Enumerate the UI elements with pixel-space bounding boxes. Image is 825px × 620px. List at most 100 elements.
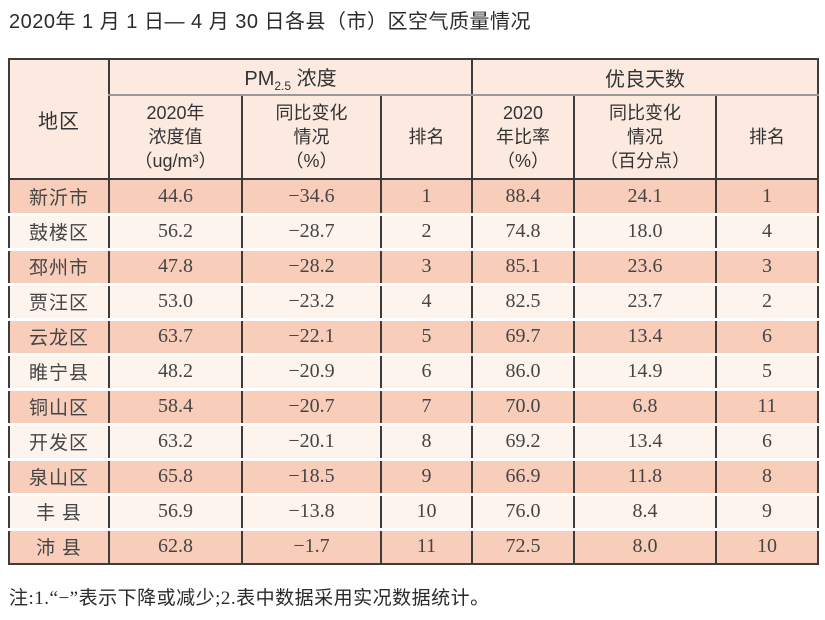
pm-rank-cell: 9 xyxy=(379,457,473,494)
header-good-days-group: 优良天数 xyxy=(471,59,819,96)
pm-value-cell: 56.9 xyxy=(108,492,242,529)
pm-change-cell: −20.7 xyxy=(241,387,381,424)
table-body: 新沂市 44.6 −34.6 1 88.4 24.1 1 鼓楼区 56.2 −28.7 2 74.8 1… xyxy=(9,179,819,564)
pm-change-cell: −20.1 xyxy=(241,422,381,459)
good-rate-cell: 69.7 xyxy=(471,317,575,354)
page: 2020年 1 月 1 日— 4 月 30 日各县（市）区空气质量情况 地区 P… xyxy=(0,9,825,620)
pm-rank-cell: 11 xyxy=(379,527,473,564)
header-group-row: 地区 PM2.5 浓度 优良天数 xyxy=(9,59,819,180)
pm-value-cell: 56.2 xyxy=(108,212,242,249)
table-row: 铜山区 58.4 −20.7 7 70.0 6.8 11 xyxy=(9,387,819,424)
header-region: 地区 xyxy=(9,59,109,180)
pm-value-cell: 63.2 xyxy=(108,422,242,459)
pm-rank-cell: 2 xyxy=(379,212,473,249)
good-rank-cell: 4 xyxy=(715,212,819,249)
header-good-change: 同比变化 情况 （百分点） xyxy=(573,95,717,180)
pm-change-cell: −1.7 xyxy=(241,527,381,564)
region-cell: 新沂市 xyxy=(9,179,109,214)
pm-value-cell: 48.2 xyxy=(108,352,242,389)
pm-rank-cell: 6 xyxy=(379,352,473,389)
footnote: 注:1.“−”表示下降或减少;2.表中数据采用实况数据统计。 xyxy=(9,588,490,609)
good-rate-cell: 66.9 xyxy=(471,457,575,494)
region-cell: 邳州市 xyxy=(9,247,109,284)
table-header: 地区 PM2.5 浓度 优良天数 2020年 浓度值 （ug/m³） 同比变化 … xyxy=(9,59,819,180)
pm-rank-cell: 8 xyxy=(379,422,473,459)
pm-rank-cell: 7 xyxy=(379,387,473,424)
region-cell: 贾汪区 xyxy=(9,282,109,319)
good-rate-cell: 70.0 xyxy=(471,387,575,424)
header-good-rate: 2020 年比率 （%） xyxy=(471,95,575,180)
good-rank-cell: 5 xyxy=(715,352,819,389)
good-rank-cell: 6 xyxy=(715,317,819,354)
pm-change-cell: −28.7 xyxy=(241,212,381,249)
good-change-cell: 13.4 xyxy=(573,422,717,459)
good-rate-cell: 86.0 xyxy=(471,352,575,389)
header-pm-value: 2020年 浓度值 （ug/m³） xyxy=(108,95,242,180)
pm-change-cell: −23.2 xyxy=(241,282,381,319)
region-cell: 睢宁县 xyxy=(9,352,109,389)
pm-label-prefix: PM xyxy=(244,67,275,90)
air-quality-table: 地区 PM2.5 浓度 优良天数 2020年 浓度值 （ug/m³） 同比变化 … xyxy=(8,58,820,565)
header-good-rank: 排名 xyxy=(715,95,819,180)
region-cell: 丰 县 xyxy=(9,492,109,529)
good-change-cell: 8.4 xyxy=(573,492,717,529)
good-change-cell: 6.8 xyxy=(573,387,717,424)
good-change-cell: 23.7 xyxy=(573,282,717,319)
pm-label-subscript: 2.5 xyxy=(274,78,292,93)
table-row: 丰 县 56.9 −13.8 10 76.0 8.4 9 xyxy=(9,492,819,529)
good-change-cell: 13.4 xyxy=(573,317,717,354)
page-title: 2020年 1 月 1 日— 4 月 30 日各县（市）区空气质量情况 xyxy=(9,11,532,33)
table-row: 鼓楼区 56.2 −28.7 2 74.8 18.0 4 xyxy=(9,212,819,249)
good-change-cell: 11.8 xyxy=(573,457,717,494)
pm-rank-cell: 5 xyxy=(379,317,473,354)
pm-value-cell: 65.8 xyxy=(108,457,242,494)
good-change-cell: 14.9 xyxy=(573,352,717,389)
pm-label-suffix: 浓度 xyxy=(291,67,337,90)
good-change-cell: 18.0 xyxy=(573,212,717,249)
good-rank-cell: 2 xyxy=(715,282,819,319)
region-cell: 鼓楼区 xyxy=(9,212,109,249)
table-row: 泉山区 65.8 −18.5 9 66.9 11.8 8 xyxy=(9,457,819,494)
table-row: 新沂市 44.6 −34.6 1 88.4 24.1 1 xyxy=(9,179,819,214)
region-cell: 沛 县 xyxy=(9,527,109,564)
good-rate-cell: 69.2 xyxy=(471,422,575,459)
region-cell: 泉山区 xyxy=(9,457,109,494)
good-rate-cell: 88.4 xyxy=(471,179,575,214)
pm-change-cell: −28.2 xyxy=(241,247,381,284)
pm-value-cell: 63.7 xyxy=(108,317,242,354)
pm-change-cell: −13.8 xyxy=(241,492,381,529)
pm-change-cell: −34.6 xyxy=(241,179,381,214)
pm-value-cell: 58.4 xyxy=(108,387,242,424)
good-rank-cell: 3 xyxy=(715,247,819,284)
pm-change-cell: −20.9 xyxy=(241,352,381,389)
good-rate-cell: 76.0 xyxy=(471,492,575,529)
pm-rank-cell: 4 xyxy=(379,282,473,319)
region-cell: 云龙区 xyxy=(9,317,109,354)
header-pm-change: 同比变化 情况 （%） xyxy=(241,95,381,180)
header-sub-row: 2020年 浓度值 （ug/m³） 同比变化 情况 （%） 排名 2020 年比… xyxy=(9,95,819,180)
good-rank-cell: 6 xyxy=(715,422,819,459)
pm-value-cell: 62.8 xyxy=(108,527,242,564)
good-rate-cell: 72.5 xyxy=(471,527,575,564)
good-change-cell: 8.0 xyxy=(573,527,717,564)
pm-value-cell: 44.6 xyxy=(108,179,242,214)
good-rank-cell: 10 xyxy=(715,527,819,564)
good-rank-cell: 11 xyxy=(715,387,819,424)
good-rank-cell: 9 xyxy=(715,492,819,529)
table-row: 沛 县 62.8 −1.7 11 72.5 8.0 10 xyxy=(9,527,819,564)
table-row: 贾汪区 53.0 −23.2 4 82.5 23.7 2 xyxy=(9,282,819,319)
good-rate-cell: 85.1 xyxy=(471,247,575,284)
good-rate-cell: 82.5 xyxy=(471,282,575,319)
good-rank-cell: 1 xyxy=(715,179,819,214)
header-pm25-group: PM2.5 浓度 xyxy=(107,59,473,96)
region-cell: 开发区 xyxy=(9,422,109,459)
pm-change-cell: −18.5 xyxy=(241,457,381,494)
pm-rank-cell: 10 xyxy=(379,492,473,529)
pm-rank-cell: 1 xyxy=(379,179,473,214)
good-change-cell: 23.6 xyxy=(573,247,717,284)
table-row: 睢宁县 48.2 −20.9 6 86.0 14.9 5 xyxy=(9,352,819,389)
good-rate-cell: 74.8 xyxy=(471,212,575,249)
region-cell: 铜山区 xyxy=(9,387,109,424)
table-row: 开发区 63.2 −20.1 8 69.2 13.4 6 xyxy=(9,422,819,459)
good-change-cell: 24.1 xyxy=(573,179,717,214)
